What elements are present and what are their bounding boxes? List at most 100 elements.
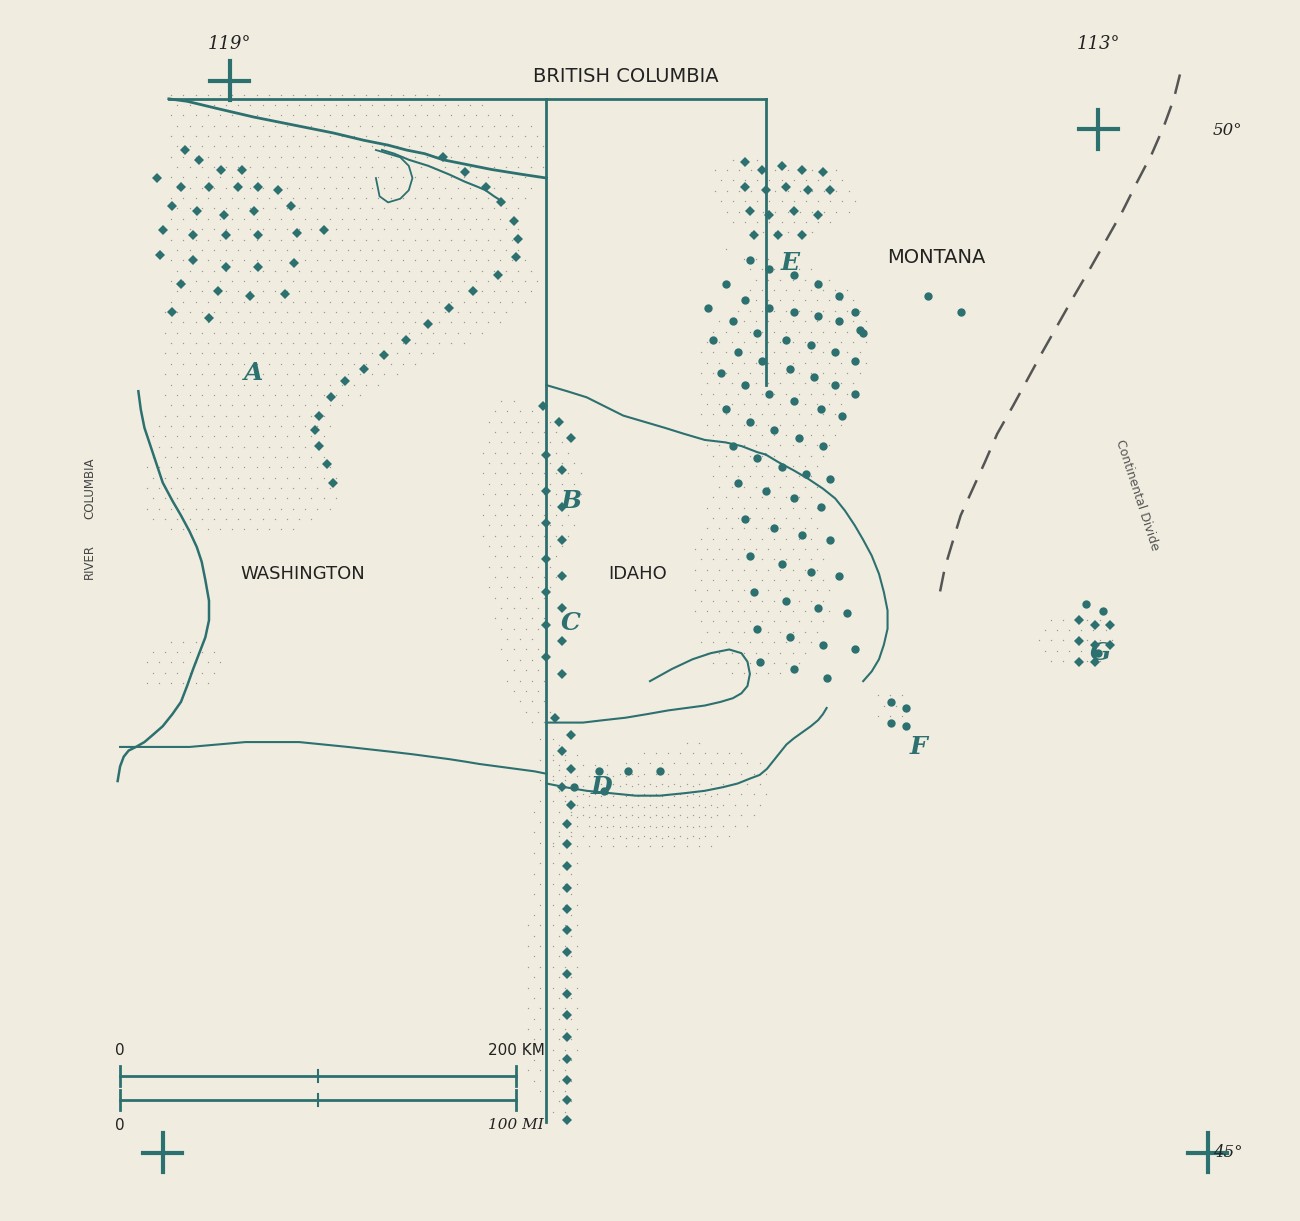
Point bbox=[715, 342, 736, 361]
Point bbox=[204, 468, 225, 487]
Point bbox=[209, 167, 230, 187]
Point bbox=[708, 353, 729, 372]
Point bbox=[270, 250, 291, 270]
Point bbox=[560, 1092, 581, 1111]
Point bbox=[764, 508, 785, 527]
Point bbox=[789, 181, 810, 200]
Point bbox=[136, 479, 157, 498]
Point bbox=[166, 509, 187, 529]
Point bbox=[320, 167, 341, 187]
Point bbox=[155, 343, 176, 363]
Point bbox=[722, 540, 742, 559]
Point bbox=[646, 818, 667, 838]
Point bbox=[715, 653, 736, 673]
Point bbox=[783, 415, 803, 435]
Point bbox=[216, 116, 237, 136]
Point bbox=[503, 453, 524, 473]
Point bbox=[503, 578, 524, 597]
Point bbox=[533, 443, 554, 463]
Point bbox=[495, 137, 516, 156]
Point bbox=[313, 405, 334, 425]
Point bbox=[708, 581, 729, 601]
Point bbox=[770, 394, 790, 414]
Point bbox=[264, 405, 285, 425]
Point bbox=[270, 375, 291, 394]
Point bbox=[753, 201, 774, 221]
Point bbox=[350, 137, 370, 156]
Point bbox=[368, 333, 389, 353]
Point bbox=[837, 302, 858, 321]
Point bbox=[295, 479, 316, 498]
Point bbox=[252, 116, 273, 136]
Point bbox=[722, 353, 742, 372]
Point bbox=[776, 322, 797, 342]
Point bbox=[849, 342, 870, 361]
Point bbox=[759, 171, 780, 190]
Point bbox=[708, 642, 729, 662]
Point bbox=[234, 167, 255, 187]
Point bbox=[727, 446, 747, 465]
Point bbox=[173, 333, 194, 353]
Point bbox=[155, 426, 176, 446]
Point bbox=[776, 529, 797, 548]
Point bbox=[277, 324, 298, 343]
Point bbox=[404, 188, 425, 208]
Point bbox=[198, 271, 218, 291]
Point bbox=[484, 137, 504, 156]
Point bbox=[185, 105, 205, 125]
Point bbox=[356, 333, 377, 353]
Point bbox=[191, 663, 212, 683]
Point bbox=[533, 526, 554, 546]
Text: E: E bbox=[780, 252, 800, 275]
Point bbox=[510, 422, 530, 442]
Point bbox=[252, 241, 273, 260]
Point bbox=[411, 261, 432, 281]
Point bbox=[368, 250, 389, 270]
Point bbox=[356, 105, 377, 125]
Point bbox=[758, 249, 779, 269]
Point bbox=[209, 479, 230, 498]
Point bbox=[715, 425, 736, 444]
Point bbox=[722, 581, 742, 601]
Point bbox=[491, 495, 512, 514]
Point bbox=[703, 591, 724, 610]
Point bbox=[173, 188, 194, 208]
Point bbox=[764, 322, 785, 342]
Point bbox=[658, 777, 679, 796]
Point bbox=[436, 116, 456, 136]
Point bbox=[422, 282, 443, 302]
Point bbox=[161, 292, 182, 311]
Point bbox=[549, 827, 569, 846]
Point bbox=[741, 222, 762, 242]
Point bbox=[204, 303, 225, 322]
Point bbox=[536, 884, 556, 904]
Point bbox=[179, 220, 200, 239]
Point bbox=[508, 137, 529, 156]
Point bbox=[824, 404, 845, 424]
Point bbox=[270, 126, 291, 145]
Point bbox=[524, 1029, 545, 1049]
Point bbox=[264, 116, 285, 136]
Point bbox=[788, 446, 809, 465]
Point bbox=[528, 640, 549, 659]
Point bbox=[1071, 620, 1092, 640]
Point bbox=[572, 806, 593, 825]
Point bbox=[560, 806, 581, 825]
Point bbox=[801, 466, 822, 486]
Point bbox=[300, 488, 321, 508]
Point bbox=[567, 786, 588, 806]
Point bbox=[191, 447, 212, 466]
Point bbox=[610, 827, 630, 846]
Point bbox=[664, 753, 685, 773]
Point bbox=[670, 827, 690, 846]
Point bbox=[801, 508, 822, 527]
Text: 119°: 119° bbox=[208, 35, 251, 53]
Point bbox=[295, 126, 316, 145]
Point bbox=[491, 515, 512, 535]
Point bbox=[380, 84, 400, 104]
Point bbox=[578, 836, 599, 856]
Point bbox=[179, 303, 200, 322]
Point bbox=[259, 105, 280, 125]
Point bbox=[343, 126, 364, 145]
Point bbox=[514, 271, 534, 291]
